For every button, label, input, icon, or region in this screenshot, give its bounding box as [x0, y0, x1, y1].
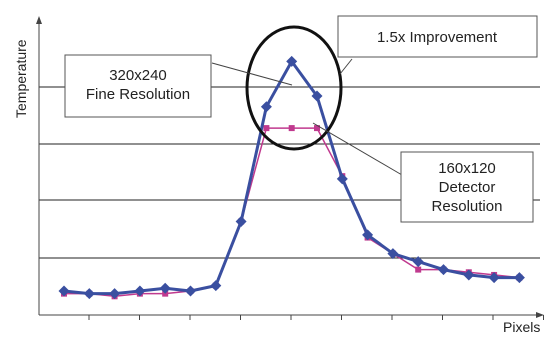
- point-diamond: [58, 285, 70, 297]
- point-diamond: [210, 280, 222, 292]
- callout-detector-resolution: 160x120 Detector Resolution: [400, 151, 534, 223]
- callout-line-320: [211, 62, 293, 86]
- point-diamond: [362, 229, 374, 241]
- point-diamond: [185, 285, 196, 297]
- x-axis-ticks: [88, 315, 544, 320]
- axes: Temperature Pixels: [13, 16, 544, 335]
- annotation-line: Detector: [439, 179, 496, 196]
- point-diamond: [235, 216, 247, 228]
- annotation-improvement-text: 1.5x Improvement: [377, 29, 498, 46]
- point-diamond: [387, 248, 399, 260]
- callout-line-160: [312, 122, 403, 176]
- point-diamond: [488, 272, 500, 284]
- point-diamond: [412, 256, 424, 268]
- annotation-line: 320x240: [109, 67, 167, 84]
- point-diamond: [109, 288, 121, 300]
- series-1: [58, 55, 525, 300]
- annotation-line: 160x120: [438, 160, 496, 177]
- x-axis-arrow: [536, 312, 544, 318]
- y-axis-label: Temperature: [13, 39, 29, 118]
- annotation-line: Resolution: [432, 198, 503, 215]
- point-diamond: [336, 173, 348, 185]
- point-diamond: [159, 282, 171, 294]
- x-axis-label: Pixels: [503, 319, 540, 335]
- series: [58, 55, 525, 300]
- point-square: [415, 266, 422, 273]
- annotation-line: 1.5x Improvement: [377, 29, 498, 46]
- point-diamond: [438, 264, 449, 276]
- point-square: [288, 125, 295, 132]
- callout-improvement: 1.5x Improvement: [337, 15, 538, 58]
- point-diamond: [311, 90, 323, 102]
- point-diamond: [463, 269, 475, 281]
- point-diamond: [134, 285, 146, 297]
- point-diamond: [513, 272, 525, 284]
- callout-fine-resolution: 320x240 Fine Resolution: [64, 54, 212, 118]
- annotation-line: Fine Resolution: [86, 86, 190, 103]
- point-diamond: [83, 288, 95, 300]
- annotation-fine-resolution-text: 320x240 Fine Resolution: [86, 67, 190, 103]
- annotation-detector-resolution-text: 160x120 Detector Resolution: [432, 160, 503, 215]
- y-axis-arrow: [36, 16, 42, 24]
- highlight-circle: [245, 25, 343, 151]
- point-diamond: [260, 101, 272, 113]
- point-square: [263, 125, 270, 132]
- callout-line-1.5x: [339, 58, 353, 75]
- grid: [39, 86, 540, 259]
- point-diamond: [286, 55, 298, 67]
- annotations: 1.5x Improvement 320x240 Fine Resolution …: [64, 15, 538, 223]
- point-square: [314, 125, 320, 132]
